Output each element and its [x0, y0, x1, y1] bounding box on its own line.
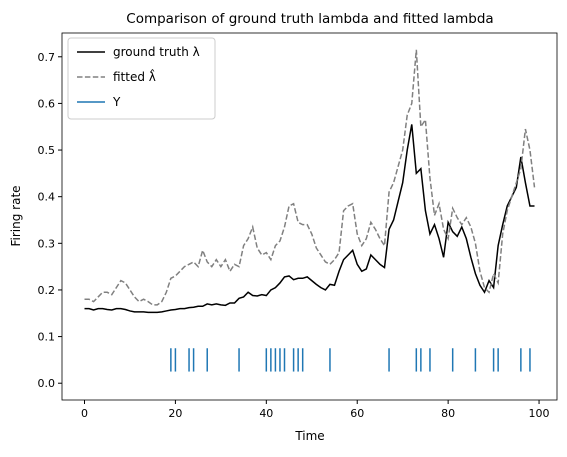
y-tick-label: 0.7	[38, 51, 56, 64]
x-tick-label: 40	[259, 407, 273, 420]
chart-title: Comparison of ground truth lambda and fi…	[126, 11, 493, 27]
y-tick-label: 0.6	[38, 97, 56, 110]
legend-label: fitted λ̂	[113, 68, 156, 84]
x-tick-label: 80	[441, 407, 455, 420]
plot-frame	[61, 32, 558, 401]
y-tick-label: 0.0	[38, 377, 56, 390]
y-tick-label: 0.5	[38, 144, 56, 157]
x-tick-label: 20	[168, 407, 182, 420]
y-tick-label: 0.2	[38, 284, 56, 297]
y-tick-label: 0.4	[38, 191, 56, 204]
legend-label: ground truth λ	[113, 45, 200, 59]
legend-label: Y	[112, 95, 121, 109]
x-tick-label: 60	[350, 407, 364, 420]
y-axis-label: Firing rate	[9, 185, 23, 246]
line-series	[84, 124, 535, 314]
y-tick-label: 0.3	[38, 237, 56, 250]
x-tick-label: 100	[529, 407, 550, 420]
y-tick-label: 0.1	[38, 331, 56, 344]
x-tick-label: 0	[81, 407, 88, 420]
legend-box	[67, 37, 216, 120]
x-axis-label: Time	[294, 429, 324, 443]
